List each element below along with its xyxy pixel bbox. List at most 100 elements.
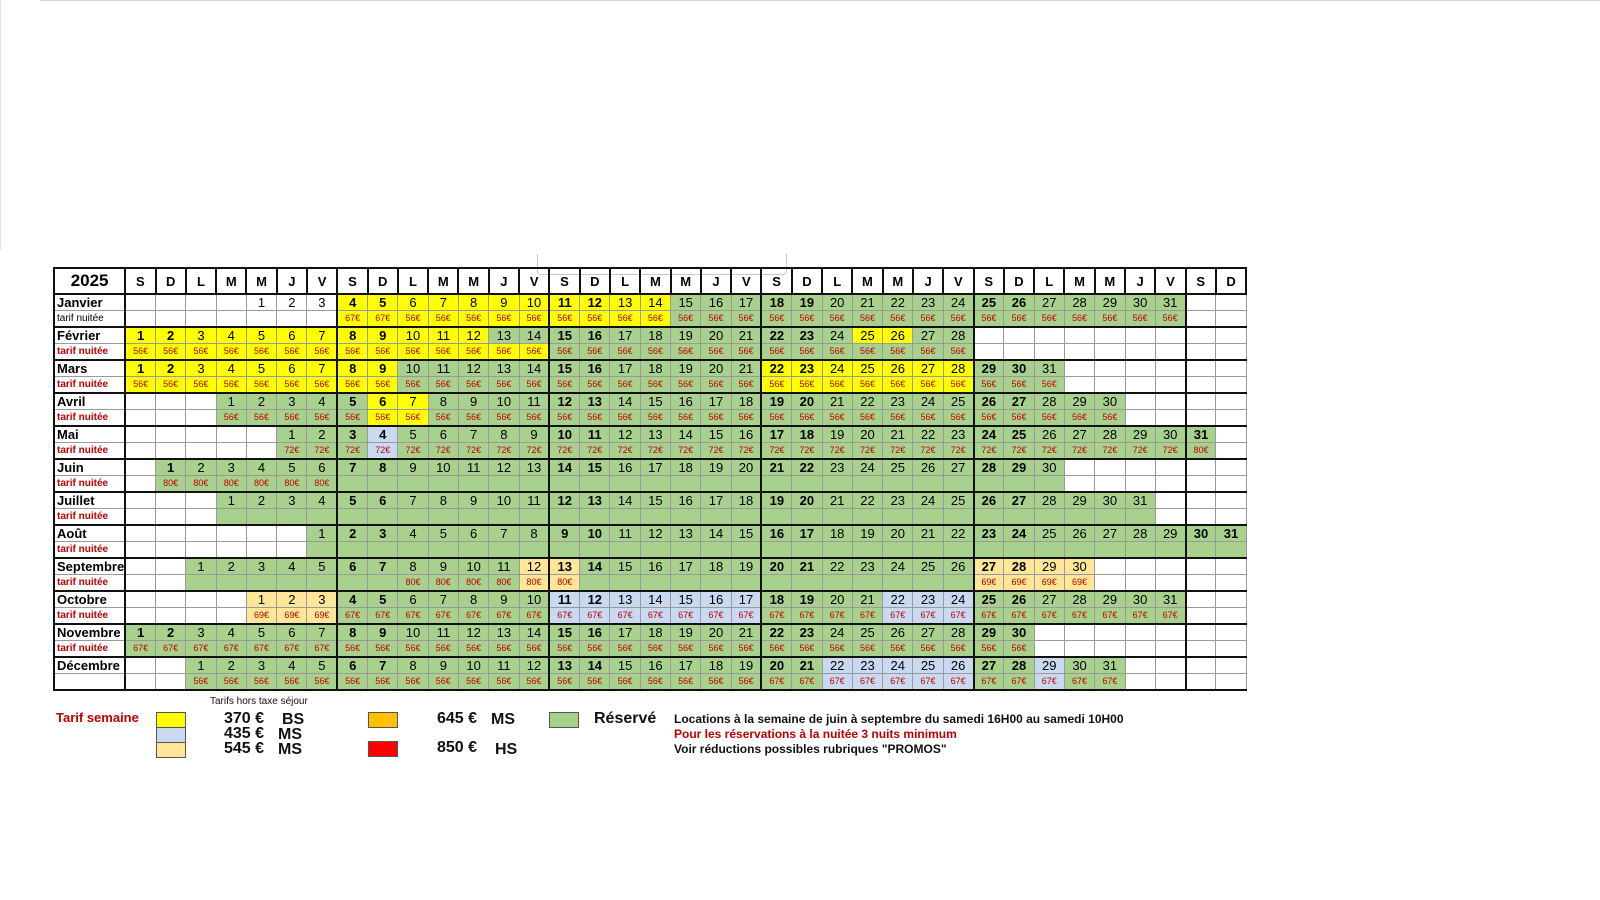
day-cell: 9 <box>427 557 459 575</box>
empty-cell <box>639 508 672 526</box>
tarif-cell: 56€ <box>791 640 823 658</box>
tarif-cell: 56€ <box>336 409 369 427</box>
day-cell: 19 <box>670 623 702 641</box>
day-cell: 22 <box>821 656 853 674</box>
tarif-cell: 56€ <box>548 640 581 658</box>
day-cell: 4 <box>336 590 369 608</box>
day-cell: 27 <box>912 623 944 641</box>
day-cell: 10 <box>397 359 429 377</box>
empty-cell <box>1185 310 1217 328</box>
empty-cell <box>245 541 278 559</box>
day-cell: 25 <box>973 293 1005 311</box>
empty-cell <box>1063 343 1096 361</box>
day-cell: 29 <box>1154 524 1187 542</box>
tarif-cell: 56€ <box>245 673 278 691</box>
day-cell: 20 <box>791 491 823 509</box>
empty-cell <box>912 541 944 559</box>
month-row: Mars 1 2 3 4 5 6 7 8 9 10 11 12 13 14 15 16 17 18 19 20 21 22 2… <box>52 359 1247 377</box>
empty-cell <box>1063 376 1096 394</box>
tarif-cell: 72€ <box>579 442 611 460</box>
legend-tarif-semaine: Tarif semaine <box>56 710 139 725</box>
day-cell: 7 <box>336 458 369 476</box>
day-cell: 10 <box>518 590 551 608</box>
legend-swatch-ms-blue <box>156 727 186 743</box>
tarif-cell: 80€ <box>518 574 551 592</box>
day-cell: 5 <box>427 524 459 542</box>
tarif-cell: 56€ <box>670 310 702 328</box>
empty-cell <box>215 590 247 608</box>
month-label: Juillet <box>52 491 127 509</box>
day-cell: 23 <box>851 656 884 674</box>
day-cell: 2 <box>245 491 278 509</box>
day-cell: 5 <box>336 491 369 509</box>
day-cell: 7 <box>397 491 429 509</box>
day-cell: 16 <box>760 524 793 542</box>
day-cell: 21 <box>730 326 763 344</box>
legend-swatch-hs <box>368 741 398 757</box>
empty-cell <box>397 475 429 493</box>
day-cell: 6 <box>367 392 399 410</box>
empty-cell <box>276 574 308 592</box>
tarif-cell: 72€ <box>821 442 853 460</box>
empty-cell <box>670 508 702 526</box>
day-cell: 8 <box>367 458 399 476</box>
empty-cell <box>760 475 793 493</box>
weekday-header: V <box>1154 267 1187 295</box>
empty-cell <box>1094 640 1126 658</box>
day-cell: 3 <box>276 392 308 410</box>
tarif-cell: 56€ <box>427 640 459 658</box>
tarif-cell: 56€ <box>639 343 672 361</box>
day-cell: 15 <box>548 326 581 344</box>
left-border-line <box>0 0 1 250</box>
empty-cell <box>367 508 399 526</box>
empty-cell <box>1063 508 1096 526</box>
day-cell: 9 <box>427 656 459 674</box>
day-cell: 13 <box>639 425 672 443</box>
day-cell: 28 <box>942 326 975 344</box>
tarif-label: tarif nuitée <box>52 310 127 328</box>
tarif-cell: 72€ <box>851 442 884 460</box>
empty-cell <box>1215 574 1247 592</box>
day-cell: 24 <box>942 590 975 608</box>
tarif-cell: 80€ <box>185 475 217 493</box>
day-cell: 7 <box>488 524 520 542</box>
empty-cell <box>1215 458 1247 476</box>
empty-cell <box>1033 640 1065 658</box>
tarif-cell: 56€ <box>1033 376 1065 394</box>
day-cell: 28 <box>1063 293 1096 311</box>
day-cell: 15 <box>639 392 672 410</box>
weekday-header: S <box>1184 267 1217 295</box>
day-cell: 2 <box>215 557 247 575</box>
empty-cell <box>124 574 157 592</box>
weekday-header: D <box>366 267 399 295</box>
tarif-cell: 56€ <box>700 310 732 328</box>
empty-cell <box>1215 376 1247 394</box>
day-cell: 9 <box>397 458 429 476</box>
day-cell: 12 <box>518 656 551 674</box>
weekday-header: V <box>730 267 763 295</box>
day-cell: 1 <box>185 656 217 674</box>
day-cell: 13 <box>579 491 611 509</box>
day-cell: 25 <box>882 458 914 476</box>
empty-cell <box>1185 392 1217 410</box>
day-cell: 15 <box>579 458 611 476</box>
tarif-cell: 56€ <box>579 640 611 658</box>
legend-hs-price: 850 € <box>437 739 478 756</box>
empty-cell <box>1124 458 1156 476</box>
empty-cell <box>245 574 278 592</box>
day-cell: 1 <box>124 623 157 641</box>
tarif-cell: 67€ <box>912 673 944 691</box>
tarif-cell: 56€ <box>912 310 944 328</box>
tarif-cell: 67€ <box>276 640 308 658</box>
empty-cell <box>1033 475 1065 493</box>
empty-cell <box>397 541 429 559</box>
tarif-cell: 56€ <box>730 343 763 361</box>
empty-cell <box>1185 508 1217 526</box>
day-cell: 28 <box>1003 656 1035 674</box>
day-cell: 2 <box>245 392 278 410</box>
day-cell: 19 <box>730 557 763 575</box>
legend-ms3-price: 645 € <box>437 710 478 727</box>
tarif-cell: 56€ <box>548 409 581 427</box>
day-cell: 8 <box>427 491 459 509</box>
empty-cell <box>245 508 278 526</box>
